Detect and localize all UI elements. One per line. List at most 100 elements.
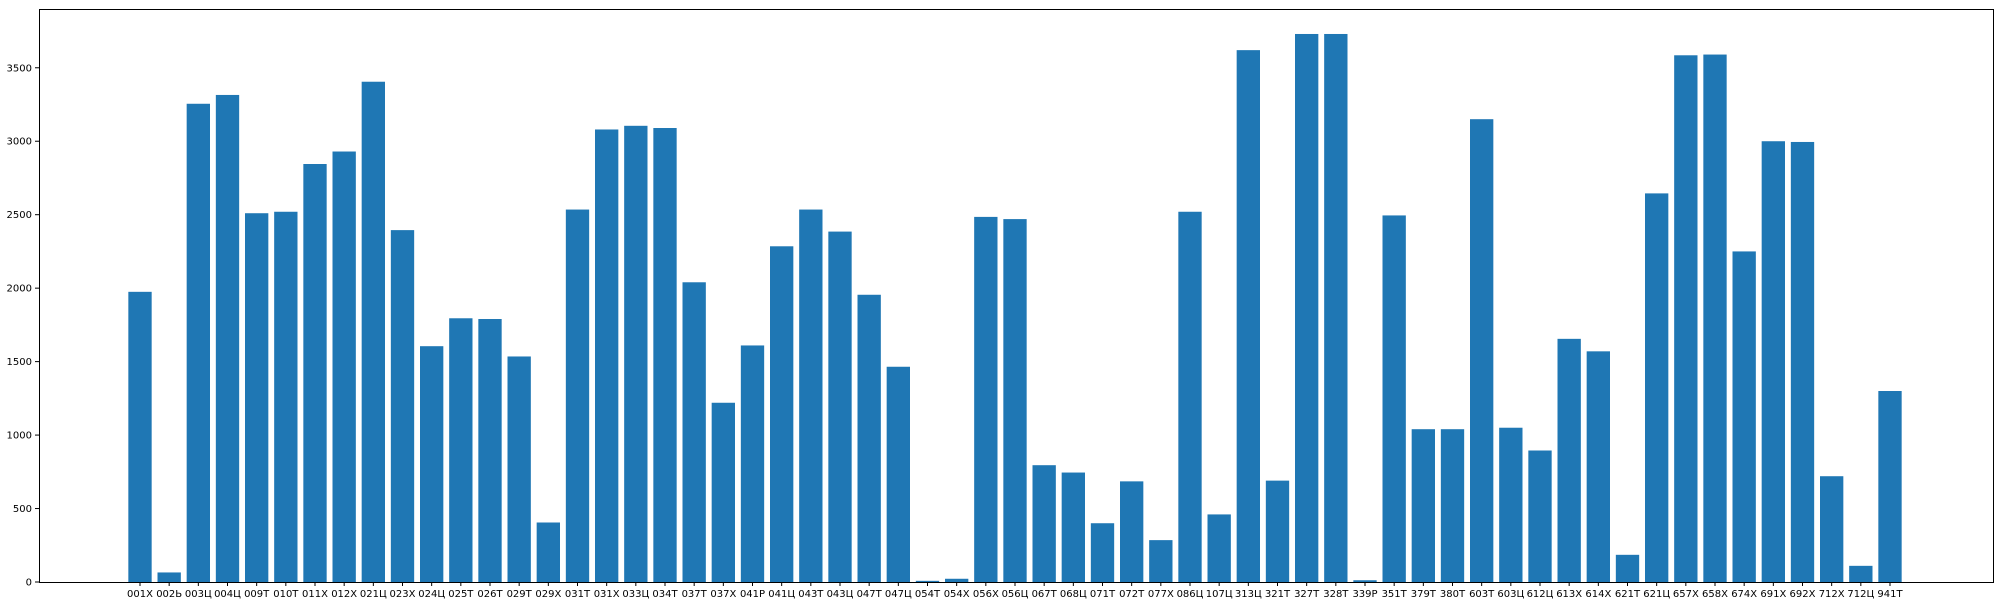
bar [332,151,356,582]
x-tick-label: 327Т [1294,589,1320,600]
x-tick-label: 339Р [1352,589,1377,600]
bar [770,246,794,582]
x-tick-label: 011Х [302,589,328,600]
x-tick-label: 071Т [1090,589,1116,600]
x-tick-label: 031Х [594,589,620,600]
x-tick-label: 621Ц [1643,589,1670,600]
bar [1440,429,1465,582]
bar [915,580,940,582]
x-tick-label: 054Т [915,589,941,600]
bar [595,129,619,582]
x-tick-label: 612Ц [1527,589,1554,600]
x-tick-label: 351Т [1382,589,1408,600]
x-tick-label: 026Т [477,589,503,600]
x-tick-label: 001Х [127,589,153,600]
bar [390,230,415,582]
x-tick-label: 002Ь [156,589,182,600]
x-tick-label: 941Т [1877,589,1903,600]
y-tick-label: 2000 [7,284,32,295]
x-tick-label: 712Ц [1847,589,1874,600]
x-tick-label: 012Х [331,589,357,600]
bar [361,81,385,582]
bar [449,318,473,582]
y-tick-label: 500 [13,504,32,515]
x-tick-label: 321Т [1265,589,1291,600]
bar [420,346,444,582]
bar [945,578,969,582]
y-tick-label: 3000 [7,137,32,148]
x-tick-label: 691Х [1760,589,1786,600]
x-tick-label: 037Т [682,589,708,600]
bar [245,213,269,582]
bar [157,572,181,582]
bar [1732,251,1756,582]
bar [1236,50,1260,582]
bar [215,94,240,582]
bar [1615,554,1640,582]
y-tick-label: 0 [26,578,32,589]
bar [1470,119,1494,582]
x-tick-label: 657Х [1673,589,1699,600]
bar [1207,514,1231,582]
y-axis: 0 500 1000 1500 2000 2500 3000 3500 [7,63,39,589]
plot-frame [39,9,1994,583]
bar [1178,211,1202,582]
bar [799,209,823,583]
x-tick-label: 004Ц [214,589,241,600]
bar [478,319,502,582]
bar [565,209,590,583]
bar [1265,480,1290,582]
x-tick-label: 031Т [565,589,591,600]
x-tick-label: 613Х [1556,589,1582,600]
x-tick-label: 003Ц [185,589,212,600]
x-tick-label: 029Т [507,589,533,600]
x-tick-label: 658Х [1702,589,1728,600]
bar [1878,391,1902,582]
bar [186,103,210,582]
x-tick-label: 033Ц [622,589,649,600]
bar [1674,55,1698,583]
bar [303,164,327,582]
x-tick-label: 041Р [740,589,765,600]
bar [507,356,531,582]
x-tick-label: 034Т [652,589,678,600]
bar [1761,141,1785,582]
x-tick-label: 024Ц [418,589,445,600]
bar [857,294,881,582]
bar [1499,427,1523,582]
bar [1586,351,1610,582]
bar [1120,481,1144,582]
bar [711,402,735,582]
x-tick-label: 077Х [1148,589,1174,600]
bar [828,231,852,583]
x-tick-label: 041Ц [768,589,795,600]
x-tick-label: 068Ц [1060,589,1087,600]
x-tick-label: 043Т [798,589,824,600]
x-tick-label: 021Ц [360,589,387,600]
x-tick-label: 023Х [390,589,416,600]
x-tick-label: 072Т [1119,589,1145,600]
x-tick-label: 043Ц [827,589,854,600]
x-tick-label: 010Т [273,589,299,600]
x-tick-label: 603Т [1469,589,1495,600]
x-tick-label: 380Т [1440,589,1466,600]
x-tick-label: 379Т [1411,589,1437,600]
bar [1061,472,1085,582]
x-tick-label: 056Ц [1002,589,1029,600]
x-tick-label: 692Х [1790,589,1816,600]
x-tick-label: 313Ц [1235,589,1262,600]
x-tick-label: 674Х [1731,589,1757,600]
y-tick-label: 1000 [7,431,32,442]
bar [1411,429,1435,582]
bar [653,128,677,582]
bar [1353,580,1377,582]
x-tick-label: 047Ц [885,589,912,600]
x-tick-label: 067Т [1032,589,1058,600]
bar [536,522,560,582]
x-tick-label: 037Х [710,589,736,600]
bar [1703,54,1727,583]
bar [886,366,910,582]
bar [1032,465,1056,582]
